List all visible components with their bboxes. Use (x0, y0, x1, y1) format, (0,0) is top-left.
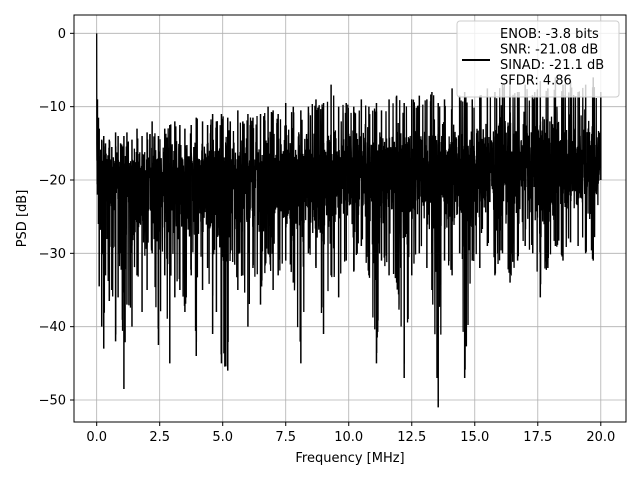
x-axis-label: Frequency [MHz] (295, 451, 404, 466)
legend-enob: ENOB: -3.8 bits (500, 27, 599, 42)
axes-frame (73, 14, 627, 423)
x-tick-label: 2.5 (149, 430, 170, 445)
x-tick-label: 10.0 (334, 430, 363, 445)
x-tick-label: 17.5 (523, 430, 552, 445)
legend-sinad: SINAD: -21.1 dB (500, 58, 604, 73)
legend-sfdr: SFDR: 4.86 (500, 74, 572, 89)
legend-box (456, 20, 620, 98)
y-tick-label: −40 (39, 320, 66, 335)
psd-series-line (96, 33, 602, 378)
y-tick-label: −50 (39, 394, 66, 409)
y-tick-label: −20 (39, 174, 66, 189)
x-tick-label: 7.5 (275, 430, 296, 445)
y-tick-label: 0 (58, 27, 66, 42)
x-tick-label: 15.0 (460, 430, 489, 445)
x-axis-ticks: 0.0 2.5 5.0 7.5 10.0 12.5 15.0 17.5 20.0 (86, 422, 615, 445)
y-axis-ticks: 0 −10 −20 −30 −40 −50 (39, 27, 74, 409)
legend-snr: SNR: -21.08 dB (500, 43, 598, 58)
x-tick-label: 20.0 (586, 430, 615, 445)
x-tick-label: 5.0 (212, 430, 233, 445)
x-tick-label: 0.0 (86, 430, 107, 445)
y-tick-label: −10 (39, 100, 66, 115)
y-axis-label: PSD [dB] (15, 190, 30, 248)
y-tick-label: −30 (39, 247, 66, 262)
legend: ENOB: -3.8 bits SNR: -21.08 dB SINAD: -2… (456, 20, 620, 98)
x-tick-label: 12.5 (397, 430, 426, 445)
series-psd (96, 33, 602, 408)
